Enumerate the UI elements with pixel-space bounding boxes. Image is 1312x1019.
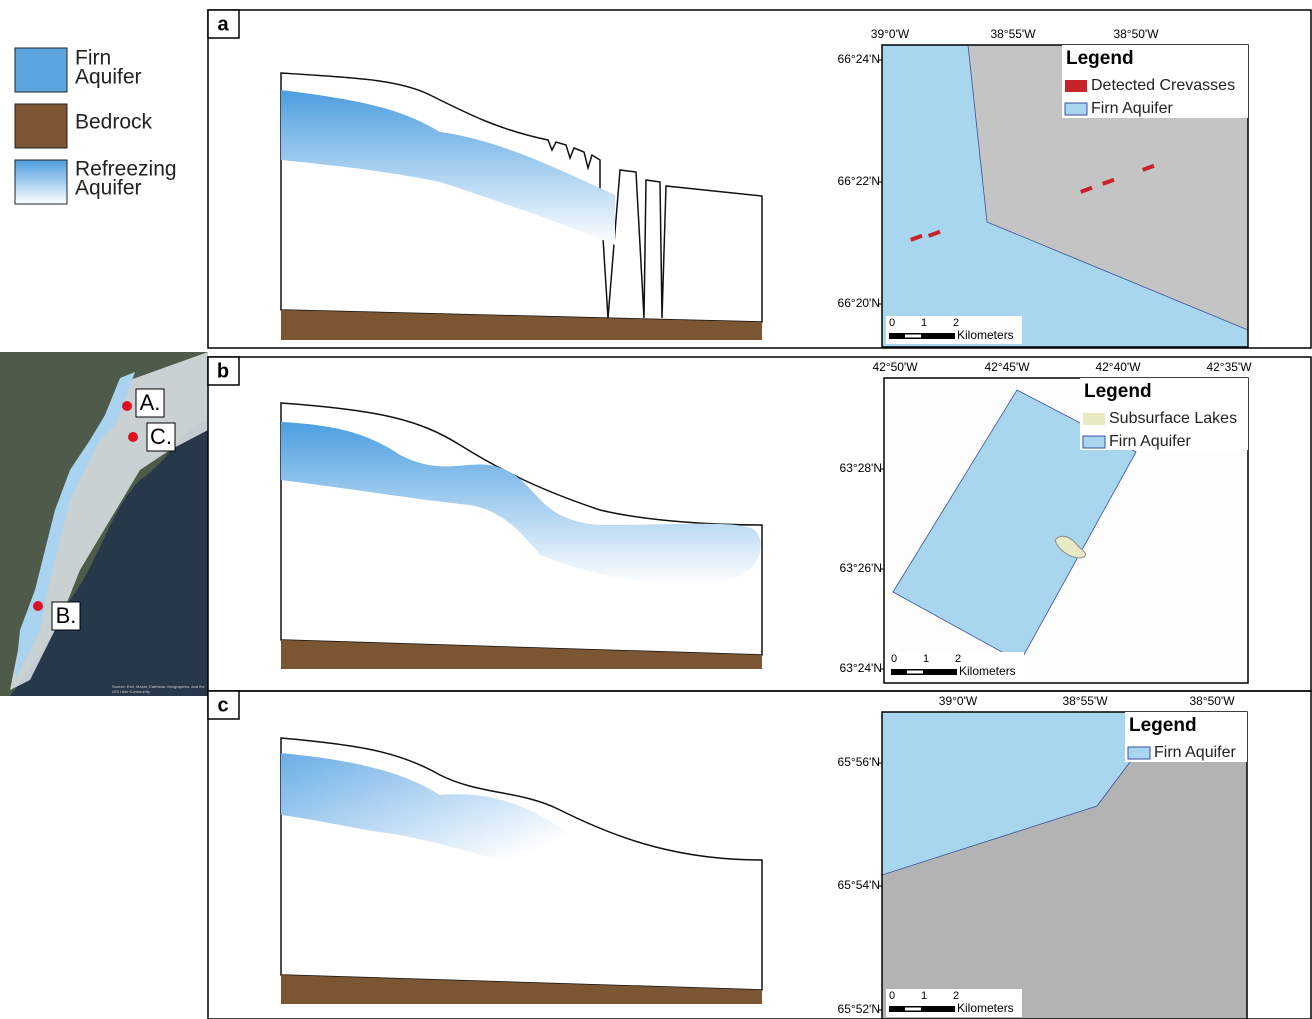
lon-tick: 42°50'W xyxy=(872,360,918,374)
scale-num: 1 xyxy=(923,653,929,665)
lat-tick: 65°54'N xyxy=(838,878,880,892)
map-legend-label: Subsurface Lakes xyxy=(1109,410,1237,427)
scale-unit: Kilometers xyxy=(957,1001,1014,1015)
scale-num: 0 xyxy=(891,653,897,665)
map-legend-title: Legend xyxy=(1084,381,1152,402)
lat-tick: 63°24'N xyxy=(840,661,882,675)
lat-tick: 66°20'N xyxy=(838,296,880,310)
lon-tick: 38°55'W xyxy=(990,27,1036,41)
attribution: GIS User Community xyxy=(112,689,150,694)
scale-num: 1 xyxy=(921,990,927,1002)
scale-bar-gap xyxy=(907,671,923,674)
scale-bar-gap xyxy=(905,1008,921,1011)
site-label: B. xyxy=(56,603,77,628)
legend-label: Aquifer xyxy=(75,177,142,200)
scale-num: 0 xyxy=(889,317,895,329)
site-label: C. xyxy=(150,424,172,449)
swatch-firn xyxy=(15,48,67,92)
site-dot xyxy=(33,601,43,611)
lon-tick: 39°0'W xyxy=(871,27,910,41)
scale-bar xyxy=(889,333,955,339)
map-legend-swatch xyxy=(1083,413,1105,425)
panel-label: c xyxy=(217,694,228,716)
lon-tick: 38°55'W xyxy=(1062,694,1108,708)
site-dot xyxy=(122,401,132,411)
map-legend-swatch xyxy=(1065,80,1087,92)
panel-label: b xyxy=(217,360,229,382)
scale-unit: Kilometers xyxy=(957,328,1014,342)
legend-label: Aquifer xyxy=(75,66,142,89)
locator-map: A. C. B. Source: Esri, Maxar, Earthstar … xyxy=(0,352,208,696)
legend-text: Firn Aquifer Bedrock Refreezing Aquifer xyxy=(75,47,177,200)
map-legend-title: Legend xyxy=(1066,48,1134,69)
page: Firn Aquifer Bedrock Refreezing Aquifer … xyxy=(0,0,1312,1019)
scale-num: 0 xyxy=(889,990,895,1002)
lon-tick: 42°40'W xyxy=(1095,360,1141,374)
map-legend-label: Detected Crevasses xyxy=(1091,77,1235,94)
lon-tick: 39°0'W xyxy=(939,694,978,708)
scale-bar xyxy=(891,669,957,675)
map-legend-swatch xyxy=(1083,436,1105,448)
scale-num: 1 xyxy=(921,317,927,329)
scale-unit: Kilometers xyxy=(959,664,1016,678)
lon-tick: 42°35'W xyxy=(1206,360,1252,374)
map-legend-label: Firn Aquifer xyxy=(1154,744,1236,761)
legend-label: Bedrock xyxy=(75,111,153,134)
lon-tick: 38°50'W xyxy=(1189,694,1235,708)
scale-bar-gap xyxy=(905,335,921,338)
map-legend-swatch xyxy=(1128,747,1150,759)
lon-tick: 38°50'W xyxy=(1113,27,1159,41)
map-legend-title: Legend xyxy=(1129,715,1197,736)
lat-tick: 66°22'N xyxy=(838,174,880,188)
site-label: A. xyxy=(140,390,161,415)
lon-tick: 42°45'W xyxy=(984,360,1030,374)
lat-tick: 63°28'N xyxy=(840,461,882,475)
scale-bar xyxy=(889,1006,955,1012)
scale-num: 2 xyxy=(955,653,961,665)
lat-tick: 63°26'N xyxy=(840,561,882,575)
lat-tick: 65°56'N xyxy=(838,755,880,769)
lat-tick: 65°52'N xyxy=(838,1002,880,1016)
map-legend-swatch xyxy=(1065,103,1087,115)
figure: Firn Aquifer Bedrock Refreezing Aquifer … xyxy=(0,0,1312,1019)
swatch-bedrock xyxy=(15,104,67,148)
map-legend-label: Firn Aquifer xyxy=(1109,433,1191,450)
site-dot xyxy=(128,432,138,442)
swatch-refreeze xyxy=(15,160,67,204)
map-legend-label: Firn Aquifer xyxy=(1091,100,1173,117)
scale-num: 2 xyxy=(953,990,959,1002)
panel-label: a xyxy=(217,13,229,35)
scale-num: 2 xyxy=(953,317,959,329)
lat-tick: 66°24'N xyxy=(838,52,880,66)
